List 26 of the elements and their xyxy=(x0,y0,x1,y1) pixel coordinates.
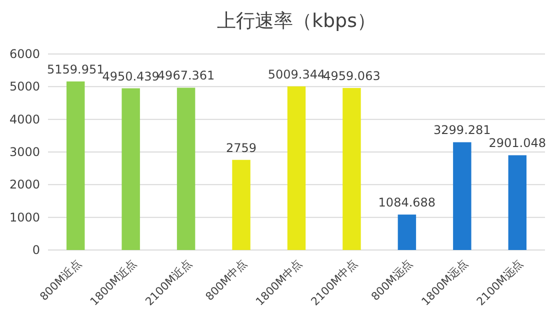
chart-title: 上行速率（kbps） xyxy=(216,10,376,32)
y-tick-label: 1000 xyxy=(9,210,40,224)
bar xyxy=(453,142,472,250)
data-label: 3299.281 xyxy=(434,123,491,138)
y-tick-label: 4000 xyxy=(9,112,40,126)
y-tick-label: 3000 xyxy=(9,145,40,159)
data-label: 4967.361 xyxy=(157,68,215,83)
data-label: 1084.688 xyxy=(378,196,436,210)
bar xyxy=(398,214,416,250)
data-label: 4950.439 xyxy=(102,69,160,84)
y-tick-label: 2000 xyxy=(9,178,40,192)
bar xyxy=(508,155,526,250)
data-label: 2901.048 xyxy=(488,136,546,150)
y-tick-label: 5000 xyxy=(9,80,40,94)
data-label: 5009.344 xyxy=(268,67,326,82)
bar xyxy=(176,88,196,250)
data-label: 4959.063 xyxy=(323,69,380,84)
bar xyxy=(232,160,250,250)
bar xyxy=(342,88,361,250)
y-tick-label: 0 xyxy=(32,243,40,257)
y-tick-label: 6000 xyxy=(9,47,40,61)
data-label: 5159.951 xyxy=(46,62,104,76)
data-label: 2759 xyxy=(226,140,257,155)
bar xyxy=(287,86,306,250)
bar xyxy=(122,88,140,250)
bar xyxy=(66,81,85,250)
